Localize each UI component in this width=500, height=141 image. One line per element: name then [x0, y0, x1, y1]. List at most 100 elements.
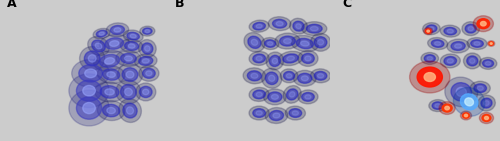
- Ellipse shape: [445, 77, 478, 107]
- Circle shape: [462, 113, 469, 118]
- Ellipse shape: [146, 71, 152, 76]
- Ellipse shape: [92, 40, 105, 52]
- Ellipse shape: [83, 103, 96, 114]
- Ellipse shape: [293, 21, 304, 31]
- Ellipse shape: [107, 72, 116, 77]
- Ellipse shape: [270, 111, 283, 121]
- Ellipse shape: [268, 92, 282, 102]
- Ellipse shape: [120, 53, 136, 63]
- Ellipse shape: [272, 94, 278, 99]
- Ellipse shape: [253, 22, 266, 30]
- Ellipse shape: [134, 54, 157, 68]
- Ellipse shape: [107, 107, 116, 114]
- Ellipse shape: [122, 68, 138, 81]
- Ellipse shape: [105, 89, 114, 95]
- Ellipse shape: [118, 99, 142, 122]
- Ellipse shape: [302, 53, 314, 63]
- Ellipse shape: [290, 18, 308, 34]
- Ellipse shape: [280, 36, 295, 46]
- Ellipse shape: [305, 56, 311, 61]
- Ellipse shape: [256, 111, 262, 115]
- Ellipse shape: [99, 32, 104, 35]
- Ellipse shape: [298, 90, 318, 104]
- Ellipse shape: [102, 104, 120, 117]
- Ellipse shape: [110, 26, 124, 34]
- Ellipse shape: [479, 57, 497, 69]
- Ellipse shape: [249, 20, 269, 32]
- Ellipse shape: [124, 56, 132, 61]
- Ellipse shape: [120, 39, 143, 53]
- Ellipse shape: [251, 73, 258, 78]
- Ellipse shape: [264, 40, 276, 47]
- Ellipse shape: [100, 86, 119, 98]
- Ellipse shape: [286, 106, 306, 120]
- Ellipse shape: [251, 39, 258, 45]
- Ellipse shape: [286, 89, 298, 100]
- Ellipse shape: [484, 101, 489, 106]
- Ellipse shape: [474, 42, 480, 45]
- Ellipse shape: [124, 88, 132, 96]
- Ellipse shape: [262, 68, 282, 88]
- Ellipse shape: [142, 43, 153, 54]
- Ellipse shape: [426, 25, 437, 32]
- Text: A: A: [6, 0, 16, 10]
- Ellipse shape: [276, 22, 283, 26]
- Ellipse shape: [440, 54, 460, 68]
- Ellipse shape: [486, 61, 491, 65]
- Ellipse shape: [428, 27, 434, 30]
- Ellipse shape: [118, 64, 142, 85]
- Circle shape: [480, 112, 494, 124]
- Ellipse shape: [142, 28, 152, 34]
- Ellipse shape: [243, 68, 266, 84]
- Ellipse shape: [302, 22, 327, 36]
- Circle shape: [427, 30, 430, 32]
- Ellipse shape: [432, 40, 444, 47]
- Ellipse shape: [116, 50, 141, 66]
- Circle shape: [445, 106, 450, 110]
- Circle shape: [477, 19, 490, 29]
- Ellipse shape: [422, 23, 440, 35]
- Circle shape: [473, 16, 494, 32]
- Ellipse shape: [306, 24, 322, 33]
- Ellipse shape: [88, 37, 110, 56]
- Ellipse shape: [465, 24, 476, 33]
- Ellipse shape: [84, 51, 100, 66]
- Ellipse shape: [93, 28, 110, 39]
- Ellipse shape: [447, 29, 454, 33]
- Ellipse shape: [244, 33, 265, 52]
- Ellipse shape: [142, 68, 155, 78]
- Text: C: C: [342, 0, 351, 10]
- Ellipse shape: [451, 42, 465, 50]
- Ellipse shape: [127, 32, 140, 40]
- Ellipse shape: [253, 90, 266, 99]
- Circle shape: [410, 61, 450, 93]
- Ellipse shape: [96, 30, 107, 37]
- Ellipse shape: [88, 55, 96, 62]
- Ellipse shape: [94, 51, 126, 71]
- Ellipse shape: [294, 70, 316, 86]
- Ellipse shape: [284, 39, 292, 44]
- Ellipse shape: [289, 109, 302, 117]
- Ellipse shape: [280, 69, 298, 83]
- Circle shape: [490, 43, 492, 44]
- Ellipse shape: [128, 44, 135, 48]
- Ellipse shape: [482, 60, 494, 67]
- Ellipse shape: [481, 98, 492, 108]
- Ellipse shape: [468, 27, 473, 31]
- Ellipse shape: [256, 24, 262, 28]
- Ellipse shape: [268, 75, 275, 81]
- Ellipse shape: [84, 69, 96, 78]
- Ellipse shape: [467, 56, 478, 66]
- Ellipse shape: [76, 80, 102, 101]
- Ellipse shape: [278, 51, 303, 66]
- Ellipse shape: [123, 103, 137, 118]
- Ellipse shape: [465, 98, 473, 106]
- Ellipse shape: [72, 59, 110, 87]
- Ellipse shape: [314, 71, 327, 80]
- Ellipse shape: [318, 74, 324, 78]
- Circle shape: [460, 111, 471, 120]
- Ellipse shape: [102, 69, 120, 80]
- Ellipse shape: [249, 106, 269, 120]
- Ellipse shape: [253, 54, 266, 63]
- Ellipse shape: [80, 47, 105, 70]
